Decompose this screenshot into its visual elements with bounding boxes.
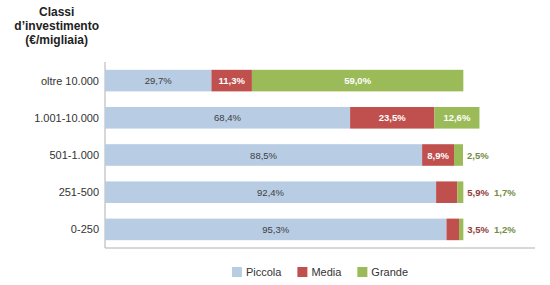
data-label: 95,3%: [262, 224, 289, 235]
data-label: 1,2%: [494, 224, 516, 235]
chart: Classid’investimento(€/migliaia) oltre 10…: [0, 0, 550, 285]
bar-segment: [105, 70, 211, 92]
legend-swatch: [357, 267, 367, 277]
bar-segment: [105, 144, 422, 166]
data-label: 59,0%: [344, 75, 371, 86]
legend-label: Piccola: [246, 266, 282, 278]
data-labels: 29,7% 11,3% 59,0% 68,4% 23,5% 12,6% 88,5% 8,9% 2…: [145, 75, 516, 235]
bar-segment: [457, 181, 463, 203]
bar-segment: [422, 144, 454, 166]
legend-label: Grande: [371, 266, 408, 278]
y-tick-label: oltre 10.000: [41, 75, 99, 87]
data-label: 88,5%: [250, 150, 277, 161]
data-label: 29,7%: [145, 75, 172, 86]
data-label: 23,5%: [379, 112, 406, 123]
bar-segment: [434, 107, 479, 129]
title-line: d’investimento: [14, 19, 99, 33]
legend-swatch: [232, 267, 242, 277]
y-tick-label: 501-1.000: [49, 149, 99, 161]
bar-segment: [436, 181, 457, 203]
y-tick-label: 0-250: [71, 223, 99, 235]
bar-segment: [350, 107, 434, 129]
bar-segment: [454, 144, 463, 166]
legend-label: Media: [311, 266, 342, 278]
x-axis-line: [105, 248, 535, 249]
title-line: Classi: [39, 5, 74, 19]
data-label: 11,3%: [218, 75, 245, 86]
bar-segment: [105, 107, 350, 129]
data-label: 12,6%: [443, 112, 470, 123]
title: Classid’investimento(€/migliaia): [14, 5, 99, 47]
data-label: 1,7%: [494, 187, 516, 198]
bars: [105, 70, 479, 240]
bar-segment: [252, 70, 463, 92]
y-tick-label: 251-500: [59, 186, 99, 198]
data-label: 3,5%: [467, 224, 489, 235]
data-label: 92,4%: [257, 187, 284, 198]
bar-segment: [105, 219, 446, 241]
data-label: 5,9%: [467, 187, 489, 198]
data-label: 68,4%: [214, 112, 241, 123]
legend-swatch: [297, 267, 307, 277]
bar-segment: [459, 219, 463, 241]
y-tick-label: 1.001-10.000: [34, 112, 99, 124]
bar-segment: [446, 219, 459, 241]
data-label: 2,5%: [467, 150, 489, 161]
bar-segment: [105, 181, 436, 203]
data-label: 8,9%: [427, 150, 449, 161]
bar-segment: [211, 70, 251, 92]
title-line: (€/migliaia): [25, 33, 88, 47]
legend: Piccola Media Grande: [232, 266, 408, 278]
